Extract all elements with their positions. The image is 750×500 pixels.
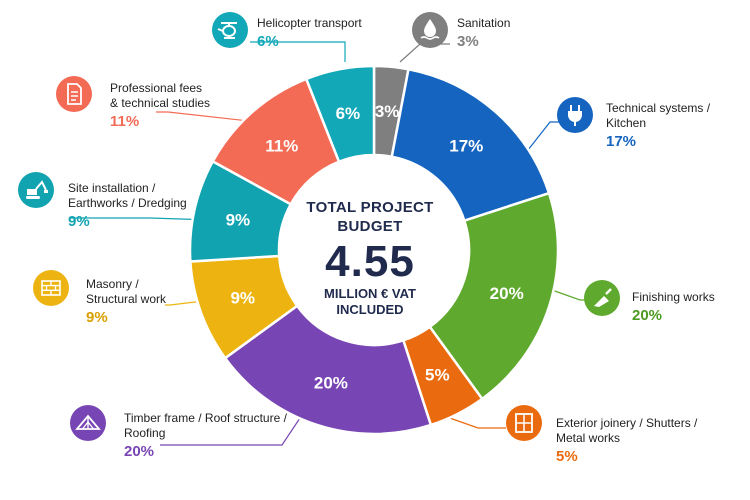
window-icon xyxy=(506,405,542,441)
slice-label-timber: 20% xyxy=(314,374,348,393)
legend-fees-pct: 11% xyxy=(110,113,140,130)
slice-label-heli: 6% xyxy=(336,104,361,123)
legend-heli: Helicopter transport 6% xyxy=(257,16,362,49)
slice-label-joinery: 5% xyxy=(425,365,450,384)
legend-joinery-line2: Metal works xyxy=(556,431,621,445)
legend-joinery-line1: Exterior joinery / Shutters / xyxy=(556,416,698,430)
trowel-icon xyxy=(584,280,620,316)
legend-technical-pct: 17% xyxy=(606,133,637,150)
legend-sanitation-line1: Sanitation xyxy=(457,16,511,30)
center-subtitle-line2: INCLUDED xyxy=(336,302,404,317)
legend-timber-line1: Timber frame / Roof structure / xyxy=(124,411,287,425)
slice-technical xyxy=(390,67,551,223)
leader-line-fees xyxy=(156,111,259,123)
legend-fees: Professional fees & technical studies 11… xyxy=(110,81,210,129)
slice-timber xyxy=(223,304,433,436)
legend-sanitation: Sanitation 3% xyxy=(457,16,510,49)
electric-plug-icon xyxy=(557,97,593,133)
legend-timber: Timber frame / Roof structure / Roofing … xyxy=(124,411,287,459)
slice-finishing xyxy=(428,191,560,401)
legend-finishing-pct: 20% xyxy=(632,307,663,324)
legend-finishing-line1: Finishing works xyxy=(632,290,715,304)
center-subtitle-line1: MILLION € VAT xyxy=(324,286,416,301)
legend-masonry: Masonry / Structural work 9% xyxy=(86,277,166,325)
legend-technical-line2: Kitchen xyxy=(606,116,647,130)
brick-wall-icon xyxy=(33,270,69,306)
legend-finishing: Finishing works 20% xyxy=(632,290,715,323)
document-icon xyxy=(56,76,92,112)
leader-line-technical xyxy=(527,121,560,151)
legend-site-pct: 9% xyxy=(68,213,90,230)
legend-site-line2: Earthworks / Dredging xyxy=(68,196,187,210)
legend-masonry-line1: Masonry / xyxy=(86,277,139,291)
excavator-icon xyxy=(18,172,54,208)
center-subtitle: MILLION € VAT INCLUDED xyxy=(285,286,455,318)
legend-joinery-pct: 5% xyxy=(556,448,578,465)
slice-label-site: 9% xyxy=(226,211,251,230)
legend-fees-line2: & technical studies xyxy=(110,96,211,110)
slice-heli xyxy=(304,64,376,164)
legend-fees-line1: Professional fees xyxy=(110,81,203,95)
slice-label-technical: 17% xyxy=(449,136,483,155)
helicopter-icon xyxy=(212,12,248,48)
legend-timber-pct: 20% xyxy=(124,443,155,460)
leader-line-timber xyxy=(160,417,301,446)
legend-technical: Technical systems / Kitchen 17% xyxy=(606,101,710,149)
leader-line-joinery xyxy=(443,415,506,429)
center-title-line2: BUDGET xyxy=(337,218,403,235)
slice-label-fees: 11% xyxy=(265,136,298,155)
legend-site: Site installation / Earthworks / Dredgin… xyxy=(68,181,187,229)
leader-line-finishing xyxy=(551,289,588,301)
legend-site-line1: Site installation / xyxy=(68,181,156,195)
legend-masonry-pct: 9% xyxy=(86,309,108,326)
slice-label-sanitation: 3% xyxy=(375,102,400,121)
leader-line-heli xyxy=(250,41,346,62)
water-drop-icon xyxy=(412,12,448,48)
center-title: TOTAL PROJECT BUDGET xyxy=(285,198,455,236)
slice-label-finishing: 20% xyxy=(490,284,524,303)
slice-label-masonry: 9% xyxy=(230,288,255,307)
legend-timber-line2: Roofing xyxy=(124,426,166,440)
legend-technical-line1: Technical systems / xyxy=(606,101,711,115)
legend-masonry-line2: Structural work xyxy=(86,292,167,306)
center-amount: 4.55 xyxy=(325,237,415,286)
legend-sanitation-pct: 3% xyxy=(457,33,479,50)
legend-heli-line1: Helicopter transport xyxy=(257,16,362,30)
legend-joinery: Exterior joinery / Shutters / Metal work… xyxy=(556,416,697,464)
legend-heli-pct: 6% xyxy=(257,33,279,50)
roof-truss-icon xyxy=(70,405,106,441)
center-title-line1: TOTAL PROJECT xyxy=(306,199,434,216)
